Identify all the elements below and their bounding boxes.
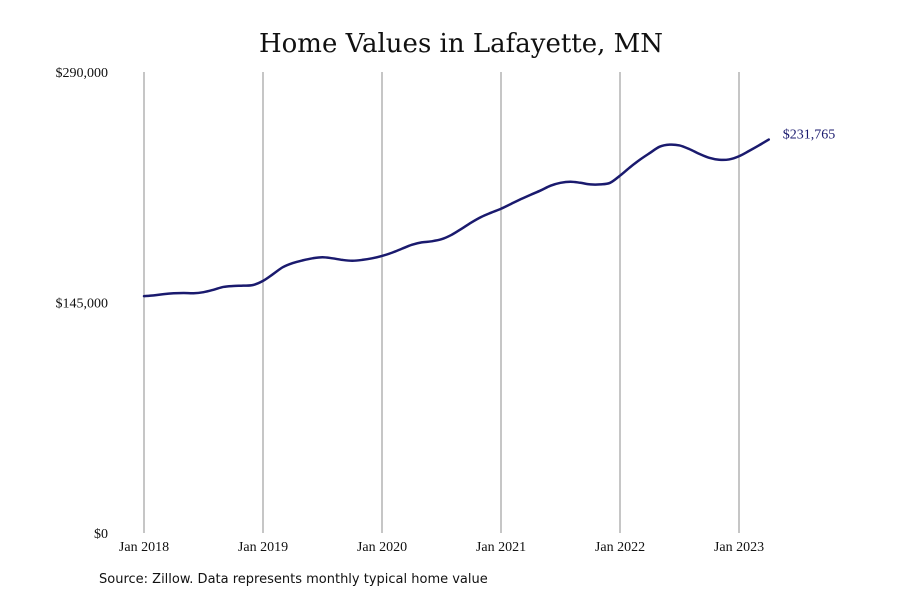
y-tick-label: $290,000 (56, 66, 109, 81)
grid-lines (143, 72, 740, 533)
x-tick-label: Jan 2020 (357, 540, 407, 555)
x-tick-label: Jan 2022 (595, 540, 645, 555)
x-tick-label: Jan 2018 (119, 540, 169, 555)
series-line (142, 138, 770, 298)
x-axis-ticks: Jan 2018 Jan 2019 Jan 2020 Jan 2021 Jan 2022… (119, 540, 764, 555)
chart-title: Home Values in Lafayette, MN (259, 29, 663, 59)
x-tick-label: Jan 2023 (714, 540, 764, 555)
y-tick-label: $145,000 (56, 297, 109, 312)
x-tick-label: Jan 2021 (476, 540, 526, 555)
y-axis-ticks: $290,000 $145,000 $0 (56, 66, 109, 542)
end-value-label: $231,765 (783, 128, 836, 143)
source-note: Source: Zillow. Data represents monthly … (99, 572, 488, 587)
x-tick-label: Jan 2019 (238, 540, 288, 555)
y-tick-label: $0 (94, 527, 108, 542)
